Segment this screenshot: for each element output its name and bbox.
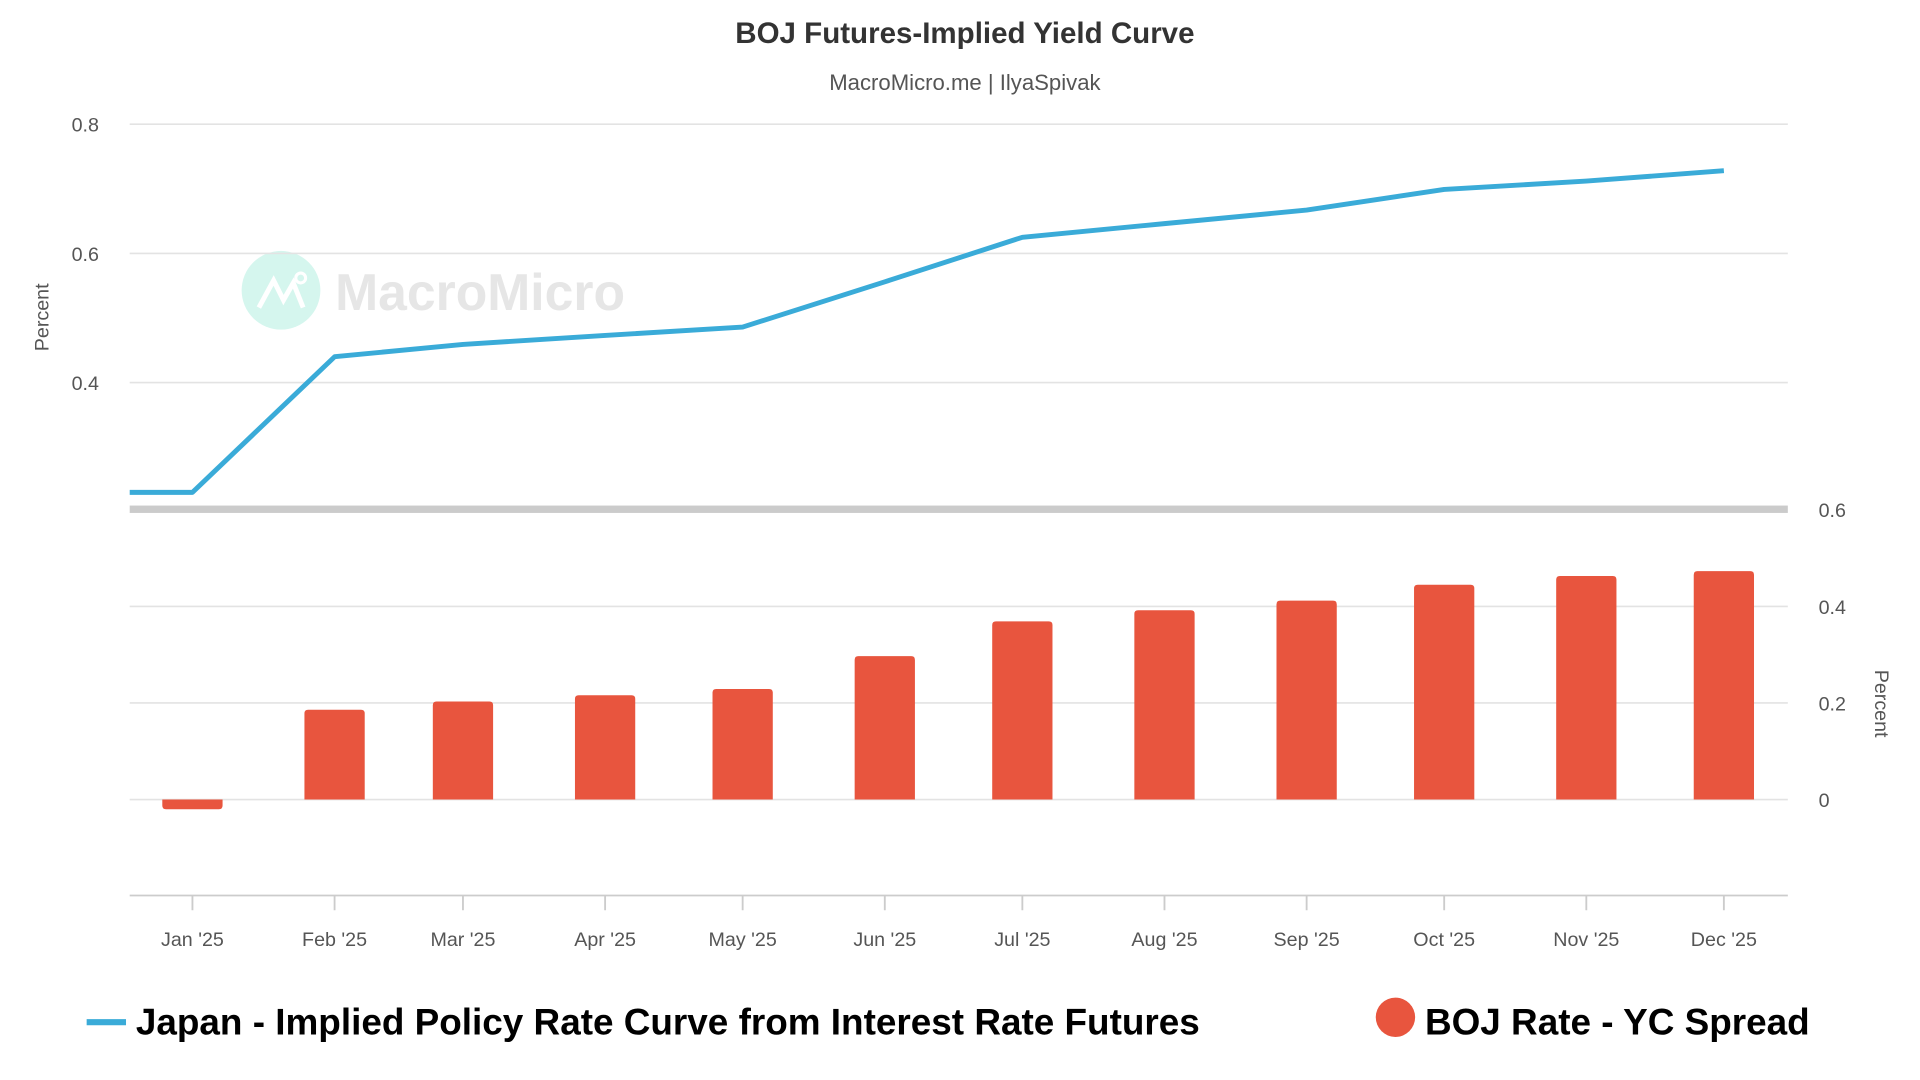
y-tick-label: 0: [1819, 790, 1830, 812]
legend-line-label: Japan - Implied Policy Rate Curve from I…: [136, 1001, 1200, 1042]
y-tick-label: 0.2: [1819, 693, 1846, 715]
watermark-logo: MacroMicro: [241, 250, 625, 330]
bar[interactable]: [1134, 610, 1195, 800]
x-tick-label: May '25: [709, 929, 777, 951]
x-tick-label: Sep '25: [1274, 929, 1340, 951]
legend: Japan - Implied Policy Rate Curve from I…: [86, 997, 1810, 1043]
bar[interactable]: [162, 799, 223, 810]
bar[interactable]: [1693, 571, 1755, 800]
chart-title: BOJ Futures-Implied Yield Curve: [735, 17, 1194, 50]
bar[interactable]: [992, 621, 1053, 800]
legend-bar-label: BOJ Rate - YC Spread: [1425, 1001, 1810, 1042]
y-tick-label: 0.6: [1819, 500, 1846, 522]
y-tick-label: 0.4: [72, 373, 99, 395]
legend-item-bar[interactable]: BOJ Rate - YC Spread: [1375, 997, 1810, 1043]
bar[interactable]: [1414, 584, 1475, 800]
y-tick-label: 0.4: [1819, 597, 1846, 619]
bar[interactable]: [304, 709, 365, 800]
x-tick-label: Mar '25: [430, 929, 495, 951]
x-tick-label: Jan '25: [161, 929, 224, 951]
bar[interactable]: [1276, 600, 1337, 800]
bar[interactable]: [712, 688, 773, 800]
bar[interactable]: [1556, 576, 1617, 800]
panel-divider: [129, 505, 1788, 513]
x-tick-label: Nov '25: [1553, 929, 1619, 951]
x-tick-label: Feb '25: [302, 929, 367, 951]
bar[interactable]: [854, 656, 915, 800]
right-y-axis-title: Percent: [1870, 670, 1892, 738]
x-tick-label: Apr '25: [574, 929, 636, 951]
bar[interactable]: [432, 701, 494, 800]
y-tick-label: 0.8: [72, 115, 99, 137]
x-tick-label: Dec '25: [1691, 929, 1757, 951]
x-tick-label: Aug '25: [1131, 929, 1197, 951]
x-tick-label: Oct '25: [1413, 929, 1475, 951]
chart-subtitle: MacroMicro.me | IlyaSpivak: [829, 70, 1101, 95]
x-tick-label: Jun '25: [853, 929, 916, 951]
legend-item-line[interactable]: Japan - Implied Policy Rate Curve from I…: [86, 1001, 1200, 1042]
y-tick-label: 0.6: [72, 244, 99, 266]
watermark-text: MacroMicro: [335, 263, 625, 321]
legend-bar-swatch: [1375, 997, 1416, 1037]
implied-rate-line: [129, 168, 1725, 495]
x-tick-label: Jul '25: [994, 929, 1050, 951]
bar[interactable]: [574, 695, 636, 800]
left-y-axis-title: Percent: [32, 283, 54, 351]
